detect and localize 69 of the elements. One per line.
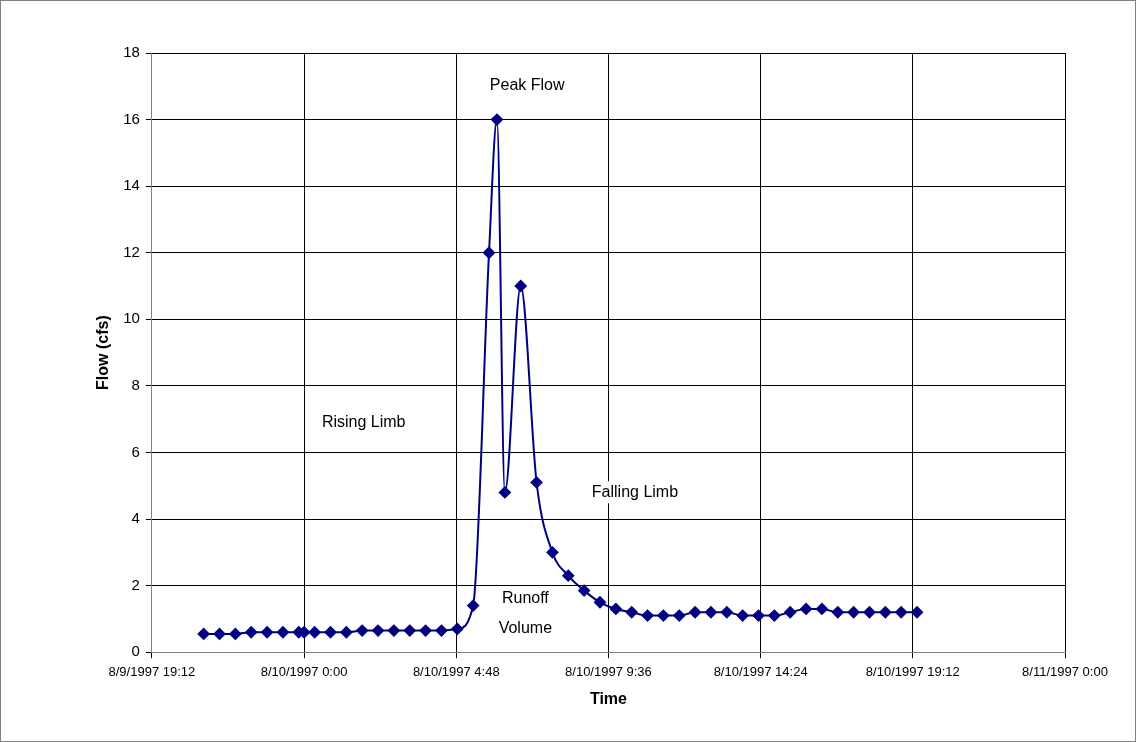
point (784, 606, 797, 619)
y-tick-label: 0 (131, 642, 140, 660)
point (451, 622, 464, 635)
y-tick-label: 8 (131, 376, 140, 394)
point (736, 609, 749, 622)
point (657, 609, 670, 622)
point (847, 606, 860, 619)
point (911, 606, 924, 619)
x-tick-label: 8/10/1997 0:00 (260, 663, 348, 679)
point (546, 546, 559, 559)
y-axis-title: Flow (cfs) (94, 315, 112, 390)
point (641, 609, 654, 622)
point (752, 609, 765, 622)
point (276, 626, 289, 639)
y-tick-label: 18 (123, 43, 140, 61)
point (578, 584, 591, 597)
point (530, 476, 543, 489)
point (372, 624, 385, 637)
x-tick-label: 8/10/1997 9:36 (565, 663, 652, 679)
point (815, 602, 828, 615)
point (768, 609, 781, 622)
point (387, 624, 400, 637)
point (562, 569, 575, 582)
point (324, 626, 337, 639)
y-tick-label: 6 (131, 442, 140, 460)
point (467, 599, 480, 612)
point (229, 627, 242, 640)
x-tick-label: 8/10/1997 14:24 (713, 663, 808, 679)
point (308, 626, 321, 639)
point (498, 486, 511, 499)
annotation: Rising Limb (321, 412, 406, 430)
point (593, 596, 606, 609)
point (483, 246, 496, 259)
point (419, 624, 432, 637)
x-tick-label: 8/10/1997 19:12 (865, 663, 960, 679)
point (403, 624, 416, 637)
point (831, 606, 844, 619)
x-tick-label: 8/9/1997 19:12 (108, 663, 196, 679)
point (213, 627, 226, 640)
point (704, 606, 717, 619)
point (609, 602, 622, 615)
point (800, 602, 813, 615)
point (490, 113, 503, 126)
point (261, 626, 274, 639)
point (514, 280, 527, 293)
point (673, 609, 686, 622)
y-tick-label: 2 (131, 575, 140, 593)
x-tick-label: 8/11/1997 0:00 (1022, 663, 1108, 679)
annotation: Peak Flow (489, 76, 565, 94)
point (340, 626, 353, 639)
point (245, 626, 258, 639)
y-tick-label: 10 (123, 309, 140, 327)
annotation: Runoff Volume (498, 588, 553, 636)
y-tick-label: 16 (123, 109, 140, 127)
x-axis-title: Time (589, 689, 628, 707)
y-tick-label: 12 (123, 242, 140, 260)
point (356, 624, 369, 637)
point (435, 624, 448, 637)
point (863, 606, 876, 619)
y-tick-label: 14 (123, 176, 140, 194)
annotation: Falling Limb (591, 482, 679, 500)
y-tick-label: 4 (131, 509, 140, 527)
point (197, 627, 210, 640)
point (625, 606, 638, 619)
point (879, 606, 892, 619)
point (720, 606, 733, 619)
point (689, 606, 702, 619)
point (895, 606, 908, 619)
x-tick-label: 8/10/1997 4:48 (412, 663, 500, 679)
